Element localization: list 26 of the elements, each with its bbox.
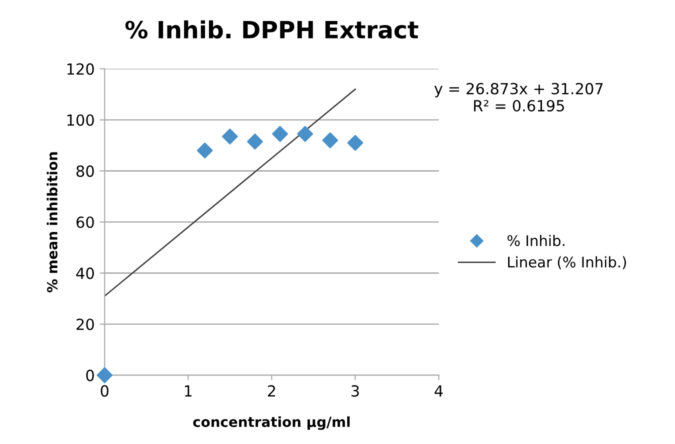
point (297, 126, 314, 142)
legend-label: Linear (% Inhib.) (508, 256, 626, 270)
point (96, 367, 113, 384)
x-tick-label: 2 (268, 385, 276, 397)
y-tick-label: 20 (76, 318, 94, 330)
x-tick-label: 3 (352, 385, 359, 397)
y-tick-label: 120 (67, 63, 94, 75)
annotation: y = 26.873x + 31.207 R² = 0.6195 (434, 82, 603, 112)
point (322, 132, 338, 148)
point (272, 126, 288, 142)
y-tick-label: 0 (86, 370, 94, 382)
x-tick-label: 0 (100, 385, 108, 397)
x-axis-title: concentration μg/ml (193, 416, 350, 430)
y-axis-title: % mean inhibition (46, 152, 58, 292)
x-tick-label: 4 (434, 385, 443, 397)
y-tick-label: 40 (76, 268, 94, 280)
legend-label: % Inhib. (507, 234, 564, 246)
point (247, 134, 263, 150)
point (222, 128, 238, 144)
point (347, 134, 364, 151)
point (196, 142, 213, 158)
y-tick-label: 100 (67, 114, 94, 126)
y-tick-label: 60 (76, 216, 94, 228)
x-tick-label: 1 (184, 385, 192, 397)
y-tick-label: 80 (76, 165, 94, 177)
chart-title: % Inhib. DPPH Extract (125, 20, 418, 39)
